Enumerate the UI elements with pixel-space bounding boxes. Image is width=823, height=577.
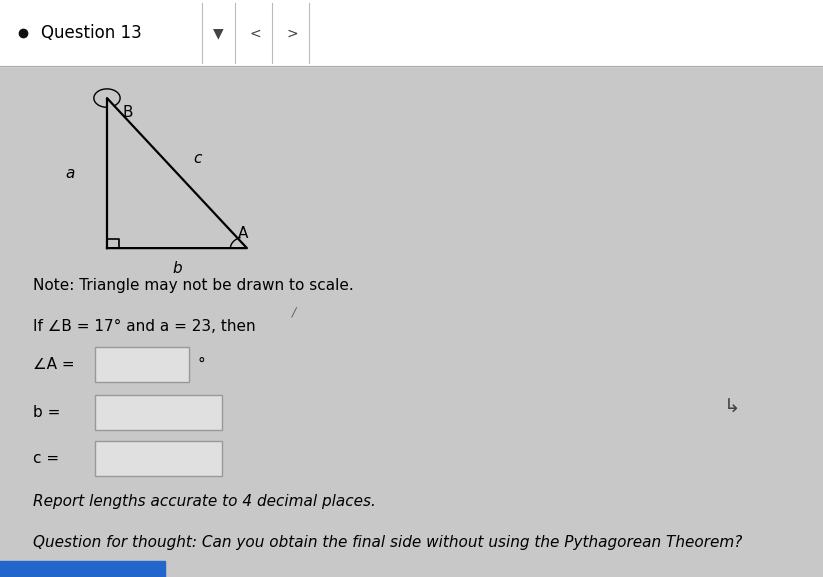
Text: c =: c = [33,451,59,466]
Text: Question for thought: Can you obtain the final side without using the Pythagorea: Question for thought: Can you obtain the… [33,535,742,550]
Text: ↳: ↳ [724,398,741,416]
Text: ▼: ▼ [213,26,223,40]
Text: c: c [193,151,202,166]
Bar [0,0,823,66]
Text: >: > [286,26,298,40]
Text: ∠A =: ∠A = [33,357,75,372]
Bar [0,561,165,577]
Text: b =: b = [33,405,60,420]
FancyBboxPatch shape [95,347,189,382]
Text: Report lengths accurate to 4 decimal places.: Report lengths accurate to 4 decimal pla… [33,494,376,509]
Text: Question 13: Question 13 [41,24,142,42]
Text: A: A [238,226,248,241]
Text: b: b [172,261,182,276]
FancyBboxPatch shape [95,395,222,430]
Text: If ∠B = 17° and a = 23, then: If ∠B = 17° and a = 23, then [33,319,256,334]
Text: B: B [123,105,133,120]
Text: Note: Triangle may not be drawn to scale.: Note: Triangle may not be drawn to scale… [33,278,354,293]
Text: /: / [292,305,296,318]
Text: a: a [65,166,75,181]
FancyBboxPatch shape [95,441,222,476]
Text: <: < [249,26,261,40]
Text: °: ° [198,357,205,372]
